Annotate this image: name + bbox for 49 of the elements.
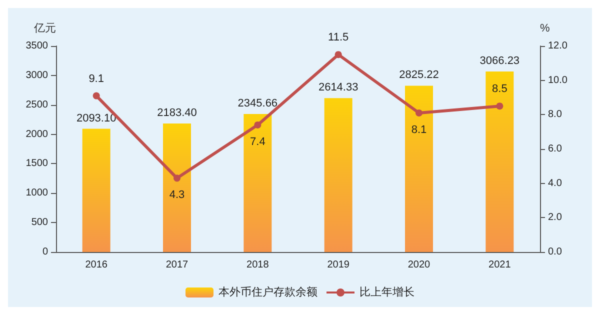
data-label: 2614.33	[318, 82, 358, 94]
y2-tick-label: 12.0	[548, 40, 568, 52]
data-label: 2345.66	[238, 97, 278, 110]
y2-tick-label: 10.0	[548, 74, 568, 86]
data-label: 8.5	[492, 83, 508, 96]
point	[334, 51, 342, 58]
point	[496, 102, 504, 110]
legend-label: 比上年增长	[360, 286, 414, 298]
x-tick-label: 2021	[488, 260, 512, 270]
x-tick-label: 2019	[327, 260, 350, 270]
data-label: 4.3	[169, 189, 185, 202]
point	[92, 92, 100, 100]
y-axis-title: 亿元	[33, 22, 56, 34]
x-tick-label: 2020	[408, 260, 431, 270]
x-tick-label: 2017	[166, 260, 189, 270]
y2-tick-label: 2.0	[548, 212, 562, 224]
bar	[163, 123, 191, 252]
y-tick-label: 2500	[26, 99, 48, 110]
bar	[82, 128, 110, 252]
data-label: 8.1	[411, 124, 427, 136]
point	[174, 174, 180, 182]
y2-tick-label: 4.0	[548, 178, 562, 189]
y2-axis-title: %	[540, 22, 550, 34]
data-label: 2183.40	[157, 106, 197, 119]
data-label: 2093.10	[76, 112, 116, 124]
bar	[244, 114, 272, 252]
y2-tick-label: 8.0	[548, 109, 562, 120]
bar	[405, 86, 433, 252]
data-label: 7.4	[250, 136, 266, 148]
data-label: 2825.22	[399, 69, 439, 82]
y-tick-label: 2000	[26, 128, 48, 140]
x-tick-label: 2016	[85, 260, 108, 270]
y2-tick-label: 0.0	[548, 246, 562, 258]
y-tick-label: 1500	[26, 158, 48, 170]
point	[254, 121, 262, 128]
data-label: 9.1	[88, 72, 104, 85]
legend-label: 本外币住户存款余额	[218, 286, 318, 298]
y-tick-label: 1000	[26, 188, 48, 199]
bar	[486, 72, 514, 252]
y-tick-label: 500	[31, 217, 48, 228]
data-label: 11.5	[328, 32, 349, 44]
bar	[324, 98, 352, 252]
y2-tick-label: 6.0	[548, 144, 562, 154]
y-tick-label: 3500	[26, 40, 48, 52]
point	[416, 109, 422, 116]
data-label: 3066.23	[480, 55, 520, 68]
x-tick-label: 2018	[246, 260, 270, 270]
y-tick-label: 0	[42, 246, 48, 258]
y-tick-label: 3000	[26, 70, 48, 81]
